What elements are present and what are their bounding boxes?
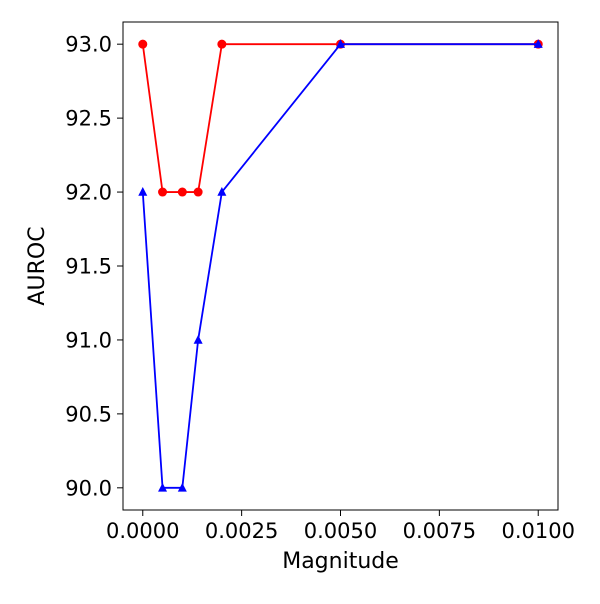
x-tick-label: 0.0025 (205, 519, 278, 543)
x-tick-label: 0.0000 (106, 519, 179, 543)
y-tick-label: 90.0 (65, 476, 112, 500)
series-1-point (138, 39, 148, 49)
y-tick-label: 90.5 (65, 402, 112, 426)
x-axis-ticks: 0.0000 0.0025 0.0050 0.0075 0.0100 (106, 510, 575, 543)
y-axis-ticks: 90.0 90.5 91.0 91.5 92.0 92.5 93.0 (65, 33, 123, 500)
series-1-point (158, 187, 168, 197)
y-axis-label: AUROC (25, 226, 50, 305)
series-2-point (177, 482, 187, 492)
y-tick-label: 91.0 (65, 328, 112, 352)
series-2-point (336, 39, 345, 48)
series-2-point (138, 187, 148, 196)
series-2-point (158, 482, 168, 492)
y-tick-label: 92.0 (65, 181, 112, 205)
x-tick-label: 0.0075 (403, 519, 476, 543)
y-tick-label: 92.5 (65, 107, 112, 131)
y-tick-label: 93.0 (65, 33, 112, 57)
series-layer (138, 39, 543, 492)
y-tick-label: 91.5 (65, 255, 112, 279)
series-2-point (193, 334, 203, 344)
x-axis-label: Magnitude (282, 549, 399, 574)
series-1-point (193, 187, 203, 197)
x-tick-label: 0.0050 (304, 519, 377, 543)
series-1-point (217, 39, 227, 49)
series-2 (138, 39, 543, 492)
series-2-point (217, 187, 227, 196)
x-tick-label: 0.0100 (501, 519, 574, 543)
series-1-point (177, 187, 187, 197)
series-2-point (533, 39, 543, 48)
